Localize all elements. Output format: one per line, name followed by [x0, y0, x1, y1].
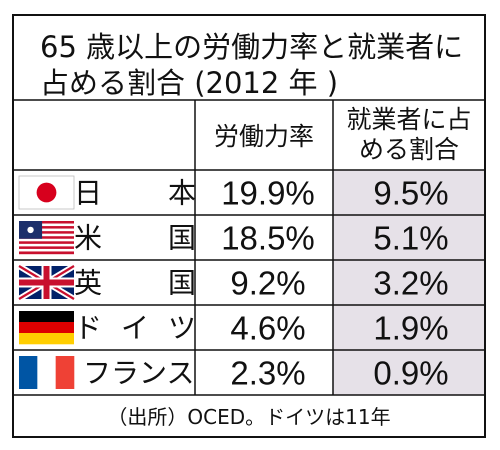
column-header: める割合 [359, 135, 459, 164]
table-frame [12, 14, 486, 438]
uk-flag-icon [17, 263, 76, 302]
country-label-char: ツ [168, 312, 196, 345]
chart-title-line: 占める割合 (2012 年 ) [40, 66, 338, 100]
country-label-char: 本 [168, 177, 196, 210]
france-flag-icon [19, 356, 75, 389]
share-of-employed-value: 1.9% [373, 310, 448, 347]
germany-flag-icon [19, 311, 74, 345]
labor-force-rate-value: 18.5% [221, 220, 315, 257]
share-of-employed-value: 9.5% [373, 175, 448, 212]
source-note: （出所）OCED。ドイツは11年 [107, 405, 390, 429]
country-label-char: 英 [74, 267, 102, 300]
country-label: フランス [83, 357, 194, 390]
country-label-char: イ [121, 312, 149, 345]
labor-force-rate-value: 2.3% [230, 355, 305, 392]
labor-force-rate-value: 4.6% [230, 310, 305, 347]
country-label-char: 国 [168, 222, 196, 255]
labor-force-rate-value: 19.9% [221, 175, 315, 212]
share-of-employed-value: 3.2% [373, 265, 448, 302]
column-header: 労働力率 [214, 122, 314, 151]
country-label-char: ド [74, 312, 102, 345]
column-header: 就業者に占 [346, 105, 471, 134]
share-of-employed-value: 0.9% [373, 355, 448, 392]
country-label-char: 日 [74, 177, 102, 210]
shaded-column-background [333, 170, 485, 395]
japan-flag-icon [18, 175, 75, 210]
share-of-employed-value: 5.1% [373, 220, 448, 257]
labor-force-rate-value: 9.2% [230, 265, 305, 302]
chart-title-line: 65 歳以上の労働力率と就業者に [40, 30, 463, 64]
country-label-char: 国 [168, 267, 196, 300]
country-label-char: 米 [74, 222, 102, 255]
us-flag-icon [19, 221, 74, 255]
